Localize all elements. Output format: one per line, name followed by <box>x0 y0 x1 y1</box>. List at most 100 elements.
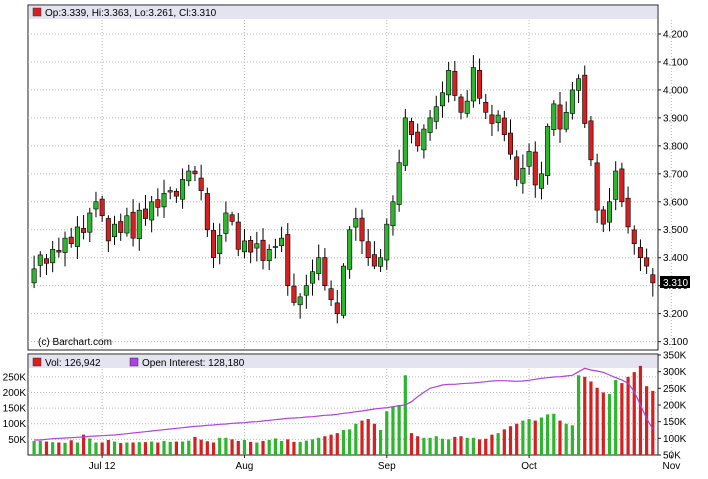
candle <box>600 206 606 233</box>
candle <box>291 273 297 306</box>
candle <box>155 188 161 217</box>
candle <box>285 223 291 296</box>
candle <box>446 61 452 103</box>
volume-bar <box>156 442 160 455</box>
volume-bar <box>471 437 475 455</box>
candle <box>378 249 384 272</box>
candle <box>254 231 260 262</box>
candle <box>248 235 254 264</box>
price-tick-label: 3.800 <box>663 141 688 152</box>
candle <box>204 187 210 238</box>
candle-body <box>495 114 501 123</box>
candle-body <box>452 70 458 96</box>
candle-body <box>217 235 223 254</box>
volume-bar <box>595 387 599 455</box>
last-price-marker: 3.310 <box>660 276 690 289</box>
price-tick-label: 3.900 <box>663 113 688 124</box>
candle <box>124 207 130 237</box>
volume-bar <box>218 437 222 455</box>
candle-body <box>211 230 217 259</box>
candle <box>192 165 198 182</box>
volume-bar <box>558 420 562 455</box>
candle-body <box>136 209 142 239</box>
candle <box>520 154 526 194</box>
oi-tick-label: 250K <box>663 384 687 395</box>
volume-bar <box>515 423 519 455</box>
x-tick-label: Jul 12 <box>89 461 116 472</box>
candle-body <box>112 223 118 238</box>
candle-body <box>514 156 520 180</box>
candle <box>241 229 247 259</box>
candle-body <box>390 201 396 227</box>
volume-bar <box>428 437 432 455</box>
volume-bar <box>125 442 129 455</box>
price-tick-label: 3.100 <box>663 337 688 348</box>
volume-bar <box>521 420 525 455</box>
candle-body <box>266 249 272 262</box>
candle <box>439 81 445 118</box>
volume-bar <box>527 419 531 455</box>
volume-bar <box>589 381 593 455</box>
candle <box>625 186 631 234</box>
volume-bar <box>570 425 574 455</box>
candle-body <box>248 239 254 253</box>
candle <box>322 248 328 291</box>
volume-bar <box>533 420 537 455</box>
oi-legend-swatch <box>129 357 139 367</box>
candle-body <box>588 120 594 161</box>
volume-bar <box>490 434 494 455</box>
candle-body <box>180 179 186 200</box>
volume-bar <box>298 441 302 455</box>
volume-bar <box>620 383 624 455</box>
candle-body <box>378 257 384 267</box>
volume-bar <box>434 436 438 455</box>
volume-bar <box>310 439 315 455</box>
candle-body <box>279 237 285 247</box>
volume-bar <box>607 394 612 455</box>
candle <box>464 90 470 118</box>
volume-bar <box>477 439 482 455</box>
candle-body <box>291 285 297 303</box>
volume-bar <box>651 390 655 455</box>
candle-body <box>470 67 476 102</box>
volume-bar <box>100 442 104 455</box>
candle-body <box>625 197 631 228</box>
candle <box>433 95 439 130</box>
candle-body <box>427 117 433 133</box>
candle <box>619 162 625 208</box>
candle-body <box>489 114 495 124</box>
volume-bar <box>88 438 92 455</box>
candle-body <box>322 257 328 286</box>
volume-bar <box>32 440 36 455</box>
candle-body <box>545 125 551 176</box>
volume-bar <box>440 438 445 455</box>
candle <box>508 119 514 160</box>
candle <box>526 143 532 175</box>
candle <box>328 280 334 307</box>
candle <box>118 213 124 241</box>
candle-body <box>526 151 532 167</box>
volume-bar <box>81 434 86 455</box>
x-tick-label: Nov <box>662 461 680 472</box>
candle <box>161 179 167 218</box>
candle-body <box>594 162 600 211</box>
candle-body <box>415 131 421 147</box>
candle <box>613 161 619 211</box>
candle-body <box>235 221 241 250</box>
candle-body <box>105 218 111 242</box>
candle <box>50 240 56 273</box>
candle <box>402 108 408 172</box>
candle <box>545 123 551 185</box>
x-tick-label: Oct <box>521 461 537 472</box>
volume-bar <box>453 436 457 455</box>
volume-bar <box>38 440 42 455</box>
volume-bar <box>57 442 61 455</box>
candle <box>81 215 87 240</box>
candle-body <box>353 218 359 228</box>
oi-tick-label: 50K <box>663 451 681 462</box>
volume-bar <box>447 439 451 455</box>
volume-bar <box>626 376 630 455</box>
volume-bar <box>632 372 636 455</box>
candle <box>409 117 415 144</box>
candle <box>223 201 229 242</box>
